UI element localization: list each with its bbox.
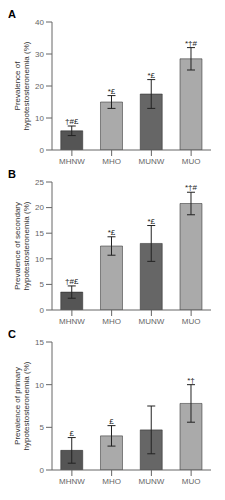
svg-text:†#£: †#£ (65, 277, 79, 286)
svg-text:30: 30 (35, 50, 44, 59)
svg-text:MHNW: MHNW (59, 157, 85, 166)
svg-text:†#£: †#£ (65, 117, 79, 126)
svg-text:*£: *£ (147, 71, 155, 80)
svg-text:15: 15 (35, 338, 44, 347)
svg-text:40: 40 (35, 18, 44, 27)
svg-text:MUO: MUO (182, 317, 201, 326)
svg-text:MUNW: MUNW (138, 157, 164, 166)
svg-text:MHNW: MHNW (59, 477, 85, 486)
svg-text:0: 0 (40, 146, 45, 155)
svg-text:MUO: MUO (182, 157, 201, 166)
svg-text:£: £ (109, 417, 114, 426)
svg-text:*†#: *†# (185, 39, 198, 48)
svg-text:10: 10 (35, 114, 44, 123)
svg-text:25: 25 (35, 178, 44, 187)
svg-text:20: 20 (35, 82, 44, 91)
svg-text:MHO: MHO (102, 157, 121, 166)
svg-text:MHO: MHO (102, 317, 121, 326)
svg-text:0: 0 (40, 466, 45, 475)
svg-text:Prevalence of secondaryhypotes: Prevalence of secondaryhypotestosteronem… (13, 201, 31, 290)
svg-text:*†: *† (187, 376, 195, 385)
svg-text:*£: *£ (108, 228, 116, 237)
html-text:C: C (8, 328, 16, 340)
svg-text:MHNW: MHNW (59, 317, 85, 326)
svg-text:*£: *£ (108, 87, 116, 96)
svg-text:MUO: MUO (182, 477, 201, 486)
svg-text:5: 5 (40, 280, 45, 289)
svg-text:20: 20 (35, 203, 44, 212)
svg-text:MUNW: MUNW (138, 317, 164, 326)
svg-text:15: 15 (35, 229, 44, 238)
svg-text:Prevalence of primaryhypotesto: Prevalence of primaryhypotestosteronemia… (13, 361, 31, 450)
svg-text:10: 10 (35, 255, 44, 264)
svg-text:0: 0 (40, 306, 45, 315)
svg-text:5: 5 (40, 423, 45, 432)
svg-text:*†#: *†# (185, 183, 198, 192)
html-text:B: B (8, 168, 16, 180)
svg-text:MUNW: MUNW (138, 477, 164, 486)
html-text:A: A (8, 8, 16, 20)
svg-text:*£: *£ (147, 217, 155, 226)
svg-text:MHO: MHO (102, 477, 121, 486)
svg-text:10: 10 (35, 381, 44, 390)
svg-text:Prevalence ofhypotestosteronem: Prevalence ofhypotestosteronemia (%) (13, 41, 31, 130)
svg-text:£: £ (70, 429, 75, 438)
